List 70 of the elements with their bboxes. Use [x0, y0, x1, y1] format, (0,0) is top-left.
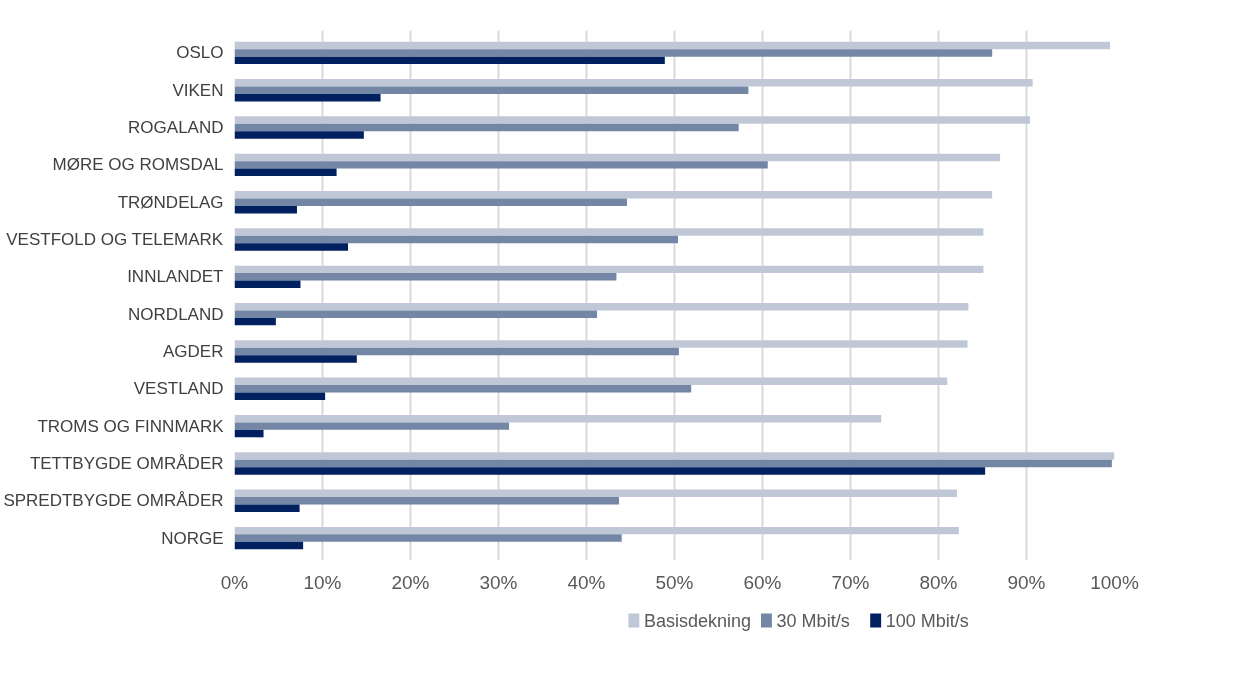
y-tick-label: OSLO — [176, 43, 224, 63]
bar — [234, 280, 301, 289]
bar — [234, 168, 337, 177]
bar — [234, 526, 959, 535]
bar — [234, 198, 627, 206]
x-tick-label: 70% — [831, 571, 870, 593]
bar — [234, 497, 620, 505]
bar — [234, 243, 349, 251]
bar — [234, 429, 264, 438]
bar — [234, 317, 276, 326]
x-tick-label: 20% — [391, 571, 430, 593]
bar — [234, 467, 986, 475]
bar — [234, 392, 326, 401]
bar — [234, 385, 692, 393]
y-tick-label: NORDLAND — [128, 304, 224, 324]
bar — [234, 205, 297, 214]
bar — [234, 347, 679, 356]
x-tick-label: 30% — [479, 571, 518, 593]
y-tick-label: TRØNDELAG — [117, 192, 224, 212]
y-tick-label: NORGE — [161, 528, 224, 548]
bar — [234, 235, 679, 244]
y-tick-label: MØRE OG ROMSDAL — [52, 155, 224, 175]
bar — [234, 153, 1001, 162]
bar — [234, 131, 364, 139]
bar — [234, 355, 357, 363]
x-tick-label: 60% — [743, 571, 782, 593]
bar — [234, 273, 617, 281]
bar — [234, 79, 1033, 87]
bar — [234, 123, 739, 132]
y-tick-label: SPREDTBYGDE OMRÅDER — [3, 491, 224, 511]
bar — [234, 541, 304, 550]
x-tick-label: 80% — [919, 571, 958, 593]
bar — [234, 422, 510, 430]
bar — [234, 310, 598, 318]
y-tick-label: VIKEN — [172, 80, 224, 100]
bar — [234, 161, 768, 169]
bar — [234, 414, 882, 423]
bar — [234, 228, 984, 236]
bar — [234, 265, 984, 274]
bar — [234, 86, 749, 94]
bar — [234, 190, 993, 199]
bar — [234, 452, 1115, 460]
y-tick-label: AGDER — [163, 341, 224, 361]
bar — [234, 340, 968, 348]
y-tick-label: ROGALAND — [128, 118, 224, 138]
bar — [234, 489, 957, 498]
x-tick-label: 90% — [1007, 571, 1046, 593]
legend-label: 100 Mbit/s — [885, 610, 969, 631]
x-tick-label: 0% — [220, 571, 249, 593]
legend-label: 30 Mbit/s — [776, 610, 850, 631]
bar — [234, 116, 1031, 124]
y-tick-label: VESTFOLD OG TELEMARK — [6, 230, 224, 250]
legend-label: Basisdekning — [644, 610, 752, 631]
y-tick-label: INNLANDET — [127, 267, 224, 287]
bar — [234, 49, 993, 57]
y-tick-label: TETTBYGDE OMRÅDER — [29, 453, 224, 473]
x-tick-label: 40% — [567, 571, 606, 593]
bar — [234, 377, 948, 386]
bar — [234, 459, 1112, 468]
bar — [234, 93, 381, 102]
bar — [234, 41, 1111, 50]
x-tick-label: 10% — [303, 571, 342, 593]
bar — [234, 302, 969, 311]
x-tick-label: 50% — [655, 571, 694, 593]
bar — [234, 56, 665, 65]
bar — [234, 504, 300, 512]
x-tick-label: 100% — [1090, 571, 1139, 593]
bar — [234, 534, 622, 542]
y-tick-label: TROMS OG FINNMARK — [37, 416, 225, 436]
y-tick-label: VESTLAND — [133, 379, 224, 399]
